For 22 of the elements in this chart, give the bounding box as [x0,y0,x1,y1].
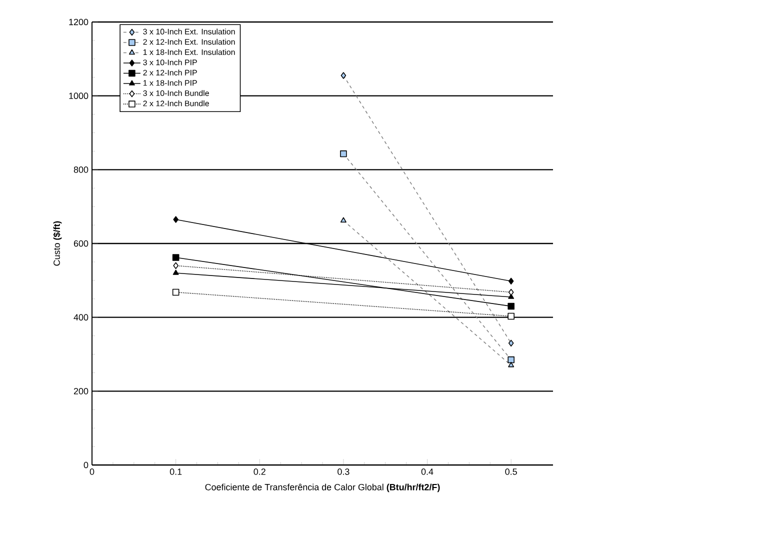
point [172,254,180,261]
y-tick-label: 0 [84,462,88,468]
y-tick-label: 600 [74,240,88,247]
x-tick-label: 0 [90,468,94,475]
point [173,262,178,270]
x-tick-label: 0.1 [170,468,182,475]
y-axis-title: Custo ($/ft) [53,221,62,266]
x-axis-title: Coeficiente de Transferência de Calor Global (Btu/hr/ft2/F) [205,484,440,492]
y-tick-label: 400 [74,314,88,321]
x-tick-label: 0.4 [421,468,434,475]
point [508,302,514,310]
point [173,216,178,223]
point [508,312,514,320]
y-tick-label: 200 [74,388,88,394]
x-tick-label: 0.3 [338,468,350,475]
x-tick-label: 0.5 [505,468,517,475]
y-tick-label: 800 [74,166,88,173]
point [172,288,180,296]
x-tick-label: 0.2 [254,468,266,475]
y-tick-label: 1000 [69,92,88,100]
y-tick-label: 1200 [69,18,88,26]
point [508,278,514,285]
